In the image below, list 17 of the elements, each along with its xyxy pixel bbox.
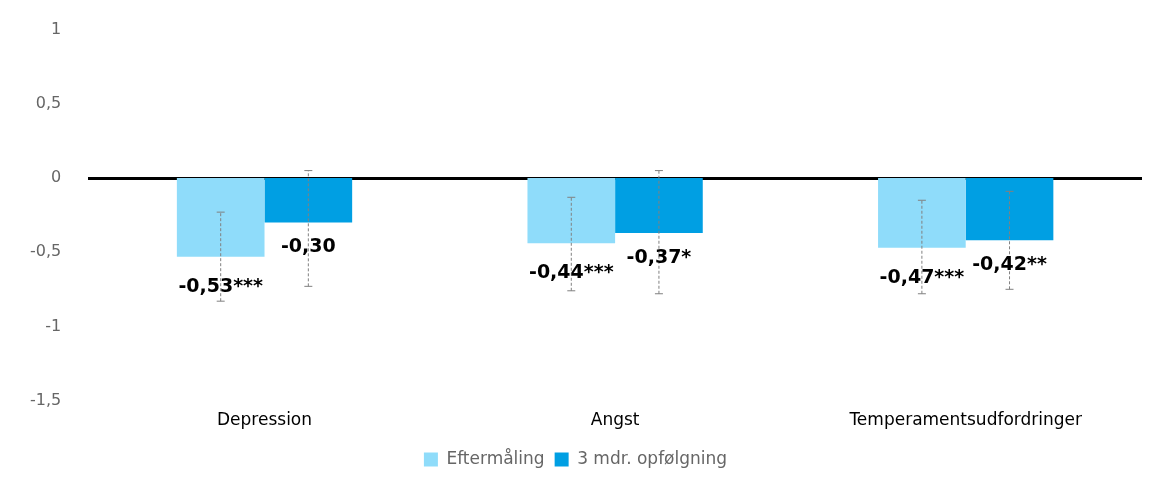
legend-label: 3 mdr. opfølgning xyxy=(577,447,728,468)
y-tick-label: -1,5 xyxy=(30,389,62,409)
x-tick-label: Temperamentsudfordringer xyxy=(848,409,1083,430)
data-label: -0,44*** xyxy=(529,260,614,283)
y-tick-label: 0 xyxy=(51,167,62,187)
legend-label: Eftermåling xyxy=(446,447,545,468)
data-label: -0,53*** xyxy=(178,273,264,296)
data-label: -0,42** xyxy=(972,252,1047,275)
data-label: -0,47*** xyxy=(879,264,965,287)
y-tick-label: 1 xyxy=(51,18,62,38)
x-tick-label: Angst xyxy=(590,409,640,430)
x-tick-label: Depression xyxy=(217,409,313,430)
data-label: -0,30 xyxy=(280,234,336,257)
y-tick-label: -1 xyxy=(45,315,62,335)
data-label: -0,37* xyxy=(626,244,692,267)
y-tick-label: 0,5 xyxy=(35,92,62,112)
y-tick-label: -0,5 xyxy=(30,241,62,261)
